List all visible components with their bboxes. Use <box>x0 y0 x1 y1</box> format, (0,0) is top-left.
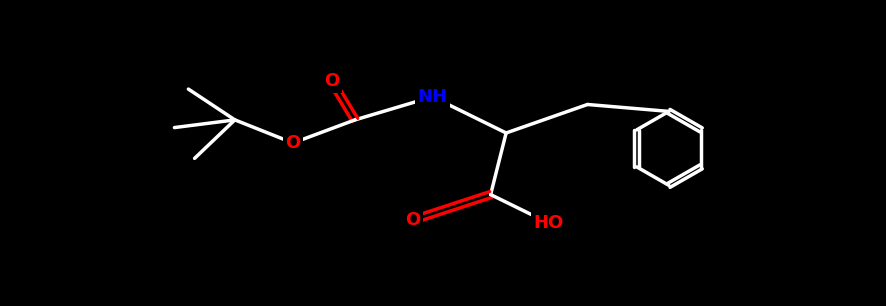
Text: HO: HO <box>533 214 563 232</box>
Text: O: O <box>323 73 339 90</box>
Text: O: O <box>285 134 300 152</box>
Text: O: O <box>405 211 420 229</box>
Text: NH: NH <box>417 88 447 106</box>
